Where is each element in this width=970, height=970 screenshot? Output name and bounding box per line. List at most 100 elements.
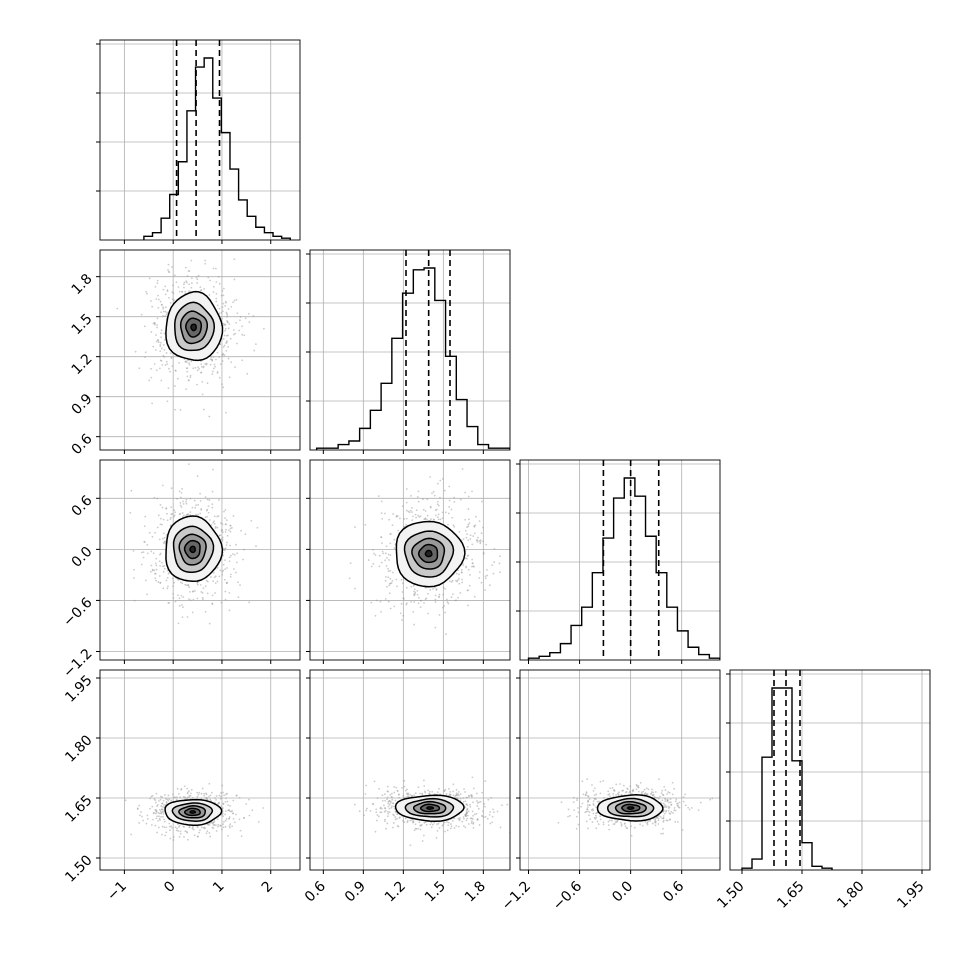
sample-point xyxy=(484,575,487,578)
sample-point xyxy=(160,336,162,339)
sample-point xyxy=(471,810,474,813)
sample-point xyxy=(221,813,224,816)
sample-point xyxy=(248,321,251,324)
sample-point xyxy=(411,507,413,509)
sample-point xyxy=(444,611,447,614)
sample-point xyxy=(471,565,473,568)
sample-point xyxy=(198,831,201,834)
sample-point xyxy=(506,803,509,806)
sample-point xyxy=(165,801,168,803)
sample-point xyxy=(684,804,687,807)
x-tick-label: 1 xyxy=(210,878,228,896)
sample-point xyxy=(479,542,482,545)
sample-point xyxy=(184,266,187,269)
sample-point xyxy=(167,585,169,588)
sample-point xyxy=(186,275,189,277)
sample-point xyxy=(167,387,170,390)
sample-point xyxy=(659,801,662,804)
sample-point xyxy=(434,509,437,512)
sample-point xyxy=(134,350,137,353)
sample-point xyxy=(598,800,600,803)
sample-point xyxy=(436,516,439,519)
sample-point xyxy=(674,809,677,812)
sample-point xyxy=(160,805,163,807)
sample-point xyxy=(465,566,468,569)
y-tick-label: 1.50 xyxy=(62,852,95,885)
sample-point xyxy=(220,828,223,831)
sample-point xyxy=(186,791,189,794)
sample-point xyxy=(387,790,389,793)
sample-point xyxy=(477,807,480,810)
sample-point xyxy=(191,797,194,799)
sample-point xyxy=(218,282,221,285)
sample-point xyxy=(468,795,470,798)
sample-point xyxy=(224,329,226,332)
sample-point xyxy=(170,506,173,509)
sample-point xyxy=(222,803,225,805)
sample-point xyxy=(220,311,223,314)
sample-point xyxy=(231,810,234,812)
sample-point xyxy=(654,819,657,822)
sample-point xyxy=(248,814,251,817)
sample-point xyxy=(215,297,218,300)
sample-point xyxy=(405,586,408,589)
sample-point xyxy=(214,365,217,368)
sample-point xyxy=(618,791,620,794)
x-tick-label: 0.6 xyxy=(660,878,687,905)
sample-point xyxy=(608,828,611,831)
sample-point xyxy=(415,516,417,519)
sample-point xyxy=(577,823,580,826)
sample-point xyxy=(182,283,185,286)
sample-point xyxy=(221,289,224,292)
sample-point xyxy=(196,582,199,584)
sample-point xyxy=(438,787,440,790)
sample-point xyxy=(181,290,183,293)
scatter-panel-5 xyxy=(519,669,721,871)
sample-point xyxy=(173,796,175,799)
sample-point xyxy=(471,543,474,546)
sample-point xyxy=(161,825,164,828)
sample-point xyxy=(214,525,217,528)
sample-point xyxy=(158,538,161,541)
sample-point xyxy=(622,784,625,787)
sample-point xyxy=(244,533,247,536)
sample-point xyxy=(489,811,492,813)
sample-point xyxy=(466,796,469,799)
sample-point xyxy=(420,823,423,826)
sample-point xyxy=(225,582,228,585)
sample-point xyxy=(186,370,189,373)
sample-point xyxy=(198,791,201,794)
sample-point xyxy=(662,817,665,819)
sample-point xyxy=(210,523,213,526)
sample-point xyxy=(148,379,151,382)
sample-point xyxy=(227,357,230,360)
sample-point xyxy=(198,368,200,370)
sample-point xyxy=(617,792,619,795)
sample-point xyxy=(402,794,405,797)
sample-point xyxy=(401,505,404,508)
sample-point xyxy=(165,313,168,316)
sample-point xyxy=(166,519,169,522)
sample-point xyxy=(364,524,367,526)
sample-point xyxy=(448,499,451,502)
sample-point xyxy=(222,322,225,325)
sample-point xyxy=(611,787,614,789)
sample-point xyxy=(161,537,164,540)
sample-point xyxy=(155,568,158,571)
sample-point xyxy=(677,806,680,809)
sample-point xyxy=(189,497,192,500)
sample-point xyxy=(416,593,419,596)
sample-point xyxy=(185,388,188,391)
sample-point xyxy=(651,822,654,825)
sample-point xyxy=(155,579,157,582)
sample-point xyxy=(210,356,213,358)
sample-point xyxy=(595,793,598,796)
sample-point xyxy=(222,815,224,818)
sample-point xyxy=(199,500,202,502)
sample-point xyxy=(442,478,444,480)
sample-point xyxy=(409,509,412,512)
sample-point xyxy=(154,577,157,580)
sample-point xyxy=(423,821,426,824)
sample-point xyxy=(182,825,185,828)
hist-panel-2 xyxy=(516,459,721,661)
